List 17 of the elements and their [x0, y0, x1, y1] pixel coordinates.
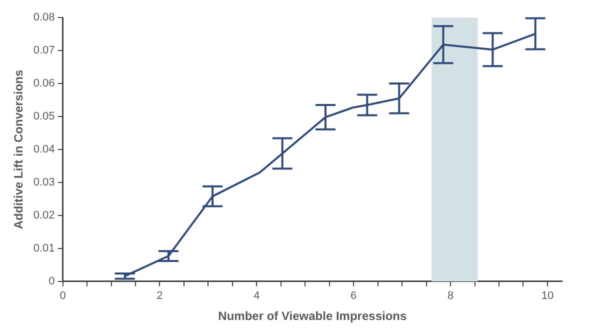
y-tick-label: 0.02	[33, 209, 55, 222]
y-tick-label: 0.05	[33, 110, 55, 123]
y-tick-label: 0	[48, 275, 55, 288]
y-tick-label: 0.06	[33, 78, 55, 90]
x-axis-title: Number of Viewable Impressions	[218, 309, 407, 324]
x-tick-label: 10	[541, 290, 554, 302]
y-tick-label: 0.07	[33, 44, 55, 57]
x-tick-label: 4	[254, 290, 260, 302]
y-tick-label: 0.08	[33, 12, 55, 24]
x-tick-label: 2	[156, 290, 163, 302]
x-tick-label: 0	[60, 290, 66, 302]
y-tick-label: 0.04	[33, 144, 55, 156]
x-tick-label: 8	[447, 290, 454, 302]
x-tick-label: 6	[350, 290, 357, 302]
y-axis-title: Additive Lift in Conversions	[12, 70, 26, 230]
y-tick-label: 0.01	[33, 242, 55, 254]
y-tick-label: 0.03	[33, 176, 55, 189]
